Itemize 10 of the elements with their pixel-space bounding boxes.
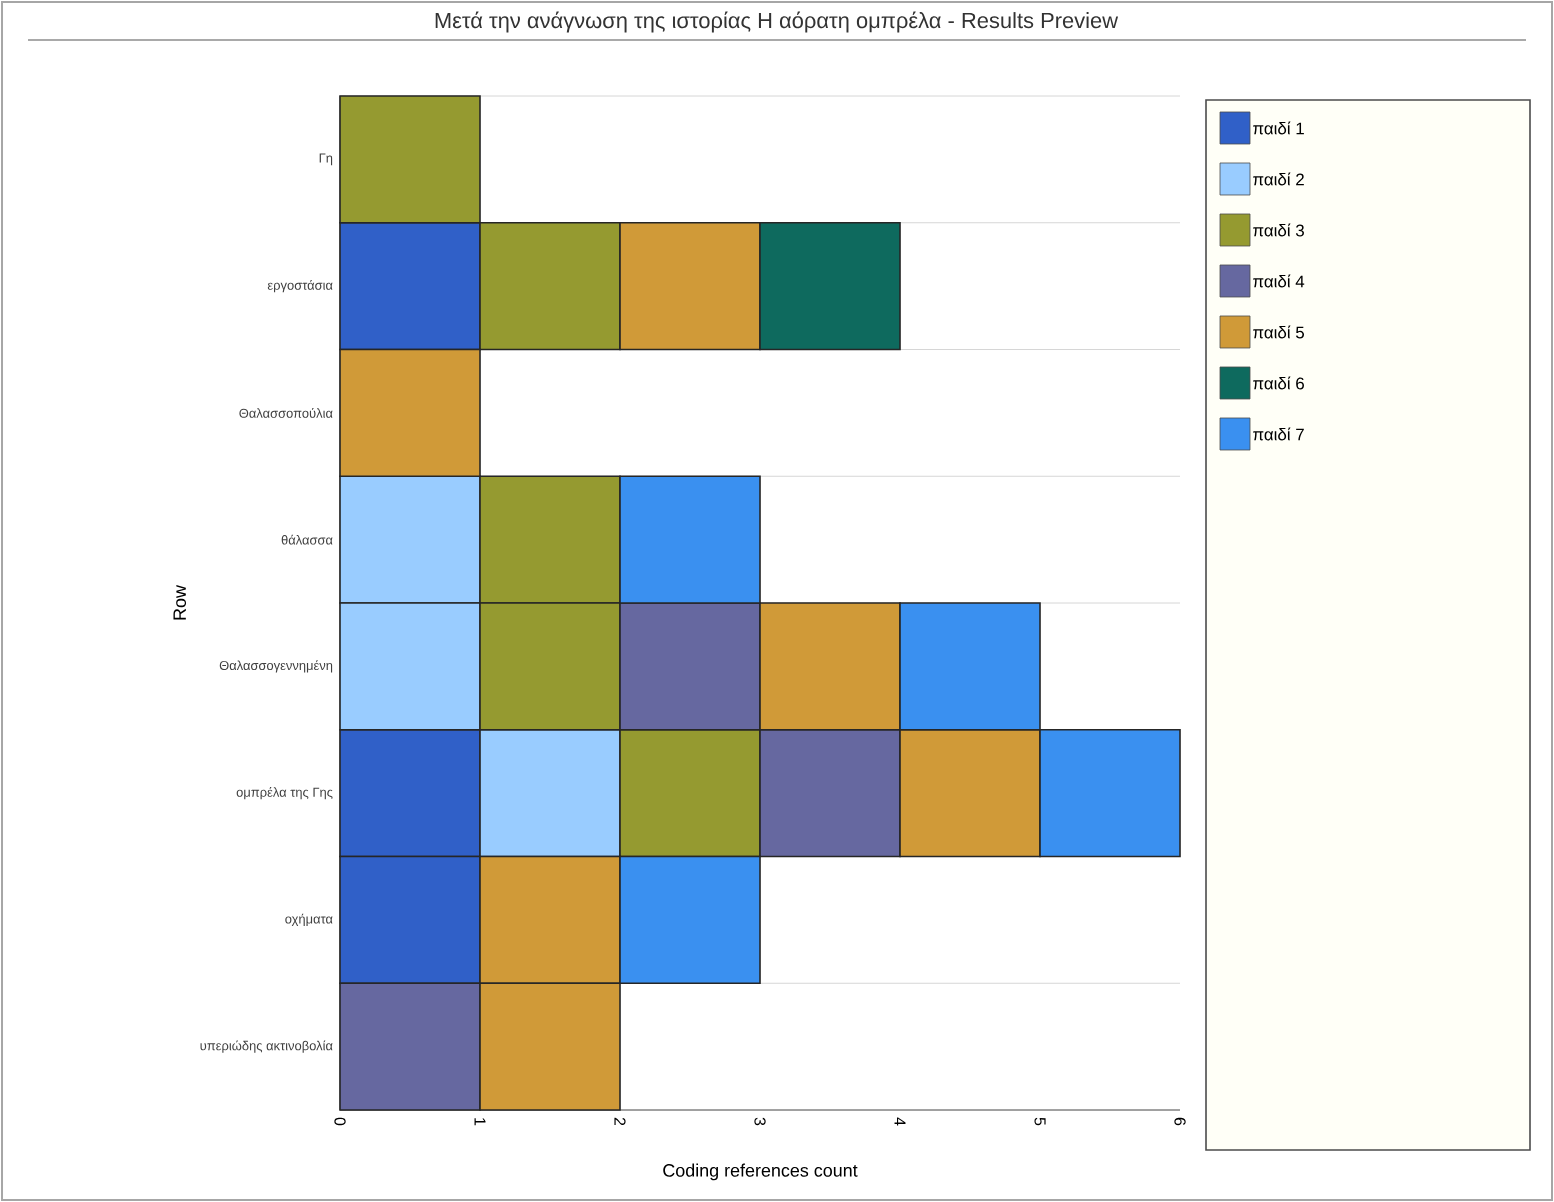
legend-label: παιδί 6 — [1253, 376, 1304, 390]
legend-label: παιδί 3 — [1253, 223, 1304, 237]
legend-label: παιδί 2 — [1253, 172, 1304, 186]
legend-label: παιδί 5 — [1253, 325, 1305, 339]
legend-label: παιδί 7 — [1253, 427, 1304, 441]
y-axis-title: Row — [173, 585, 187, 620]
legend-label: παιδί 4 — [1253, 274, 1305, 288]
legend-label: παιδί 1 — [1253, 121, 1304, 135]
chart-title: Μετά την ανάγνωση της ιστορίας Η αόρατη ομπρέλα - Results Preview — [435, 11, 1119, 33]
x-axis-title: Coding references count — [663, 1163, 858, 1181]
